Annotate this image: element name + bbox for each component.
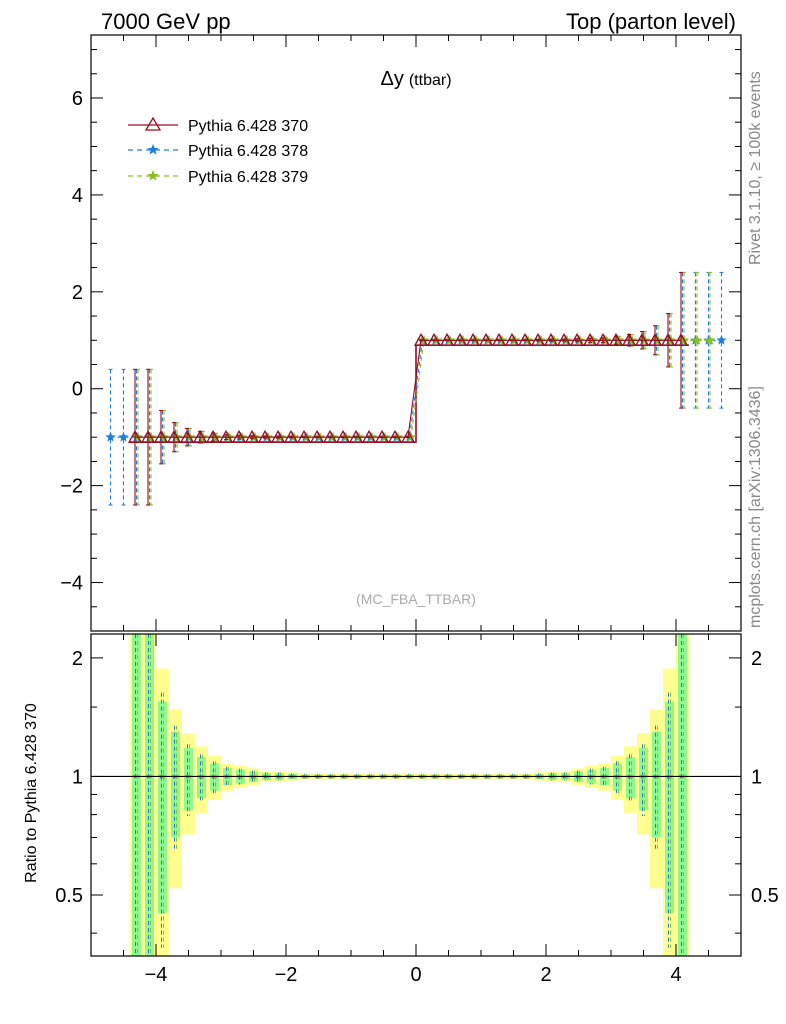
triangle-marker [465,332,481,346]
x-tick-label: 0 [410,964,421,986]
header-left: 7000 GeV pp [101,9,231,34]
triangle-icon [144,116,162,131]
y-tick-label: 2 [72,282,83,304]
triangle-marker [530,332,546,346]
triangle-marker [595,332,611,346]
triangle-marker [426,332,442,346]
ratio-y-tick-label-right: 1 [751,766,762,788]
triangle-marker [257,429,273,443]
triangle-marker [374,429,390,443]
stat-uncertainty-band [652,731,661,838]
plot-title-main: Δy [380,68,403,90]
mcplots-label: mcplots.cern.ch [arXiv:1306.3436] [747,386,764,628]
triangle-marker [192,429,208,443]
legend-entry-370: Pythia 6.428 370 [128,116,308,135]
stat-uncertainty-band [145,634,154,956]
star-marker [716,334,727,345]
ratio-ylabel: Ratio to Pythia 6.428 370 [23,703,40,883]
ratio-y-tick-label: 1 [72,766,83,788]
triangle-marker [283,429,299,443]
star-icon [147,170,159,181]
triangle-marker [634,332,650,346]
triangle-marker [166,429,182,443]
triangle-marker [452,332,468,346]
ratio-y-tick-label: 0.5 [55,885,83,907]
triangle-marker [413,332,429,346]
triangle-marker [322,429,338,443]
star-icon [147,144,159,155]
triangle-marker [153,429,169,443]
triangle-marker [491,332,507,346]
series-370-line [135,339,681,438]
stat-uncertainty-band [171,731,180,838]
y-tick-label: 6 [72,88,83,110]
stat-uncertainty-band [158,701,167,914]
x-tick-label: 2 [540,964,551,986]
x-tick-label: −2 [275,964,298,986]
triangle-marker [244,429,260,443]
triangle-marker [504,332,520,346]
triangle-marker [218,429,234,443]
ratio-y-tick-label-right: 2 [751,648,762,670]
series-379-line [138,339,710,438]
triangle-marker [296,429,312,443]
ratio-y-tick-label: 2 [72,648,83,670]
analysis-label: (MC_FBA_TTBAR) [356,591,476,607]
rivet-label: Rivet 3.1.10, ≥ 100k events [747,71,764,265]
triangle-marker [543,332,559,346]
ratio-panel: 0.5 0.5 1 1 2 2 −4 −2 0 2 4 [55,633,779,986]
star-marker [704,334,716,345]
triangle-marker [140,429,156,443]
legend-label-379: Pythia 6.428 379 [188,169,308,186]
plot-title-sub: (ttbar) [409,72,452,89]
ratio-y-tick-label-right: 0.5 [751,885,779,907]
triangle-marker [556,332,572,346]
y-tick-label: 4 [72,185,83,207]
triangle-marker [621,332,637,346]
triangle-marker [478,332,494,346]
legend: Pythia 6.428 370 Pythia 6.428 378 Pythia… [128,116,308,186]
main-panel: −4 −2 0 2 4 6 Δy (ttbar) (MC_FBA_TTBAR) Pythia… [60,34,742,632]
triangle-marker [582,332,598,346]
stat-uncertainty-band [665,701,674,914]
header-right: Top (parton level) [566,9,736,34]
triangle-marker [660,332,676,346]
triangle-marker [270,429,286,443]
triangle-marker [387,429,403,443]
stat-uncertainty-band [184,748,193,811]
star-marker [118,431,129,442]
triangle-marker [517,332,533,346]
plot-title: Δy (ttbar) [380,68,451,90]
y-tick-label: −2 [60,476,83,498]
stat-uncertainty-band [132,634,141,956]
star-marker [105,431,116,442]
legend-entry-378: Pythia 6.428 378 [128,143,308,160]
triangle-marker [127,429,143,443]
x-tick-label: −4 [145,964,168,986]
legend-label-370: Pythia 6.428 370 [188,118,308,135]
stat-uncertainty-band [678,634,687,956]
triangle-marker [608,332,624,346]
triangle-marker [309,429,325,443]
y-tick-label: 0 [72,379,83,401]
triangle-marker [361,429,377,443]
triangle-marker [335,429,351,443]
triangle-marker [179,429,195,443]
triangle-marker [400,429,416,443]
y-tick-label: −4 [60,573,83,595]
triangle-marker [439,332,455,346]
stat-uncertainty-band [639,748,648,811]
legend-label-378: Pythia 6.428 378 [188,143,308,160]
triangle-marker [673,332,689,346]
triangle-marker [569,332,585,346]
triangle-marker [647,332,663,346]
triangle-marker [231,429,247,443]
triangle-marker [348,429,364,443]
triangle-marker [205,429,221,443]
star-marker [691,334,703,345]
legend-entry-379: Pythia 6.428 379 [128,169,308,186]
x-tick-label: 4 [670,964,681,986]
